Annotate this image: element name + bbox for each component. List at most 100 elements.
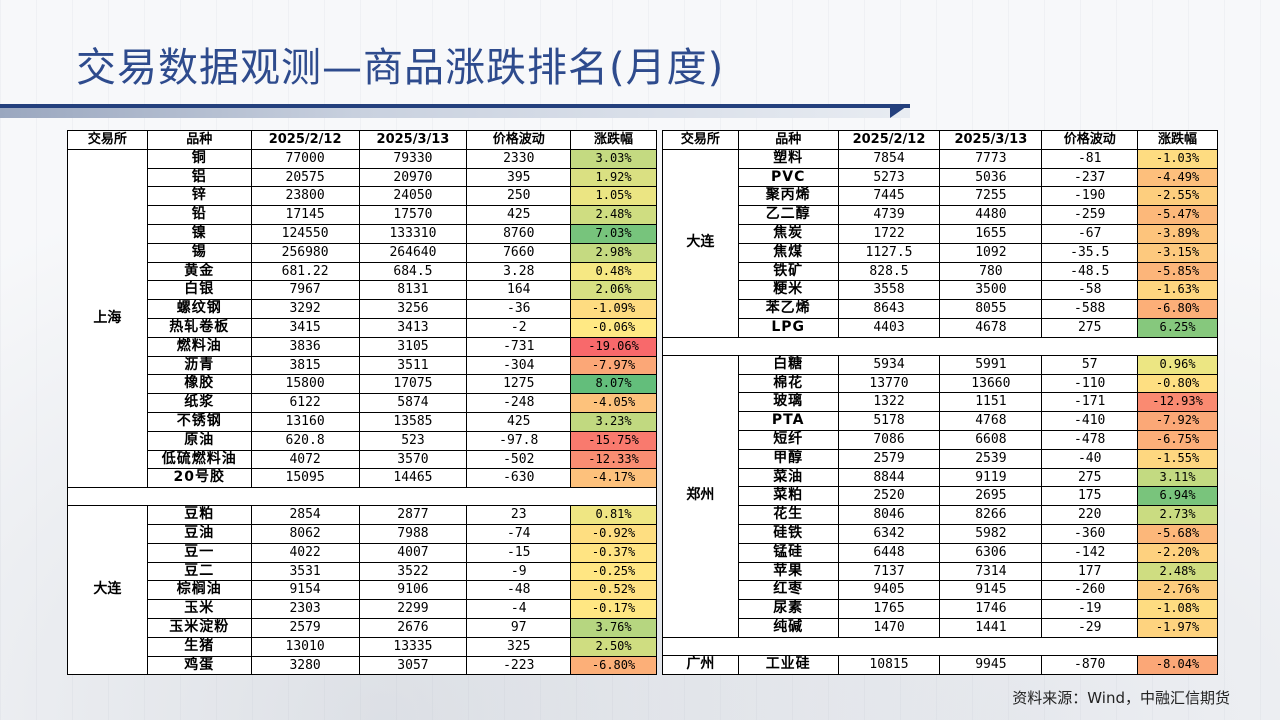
price-date1-cell: 2520 [837,486,941,507]
table-row: LPG 4403 4678 275 6.25% [663,317,1218,338]
header-price-change: 价格波动 [1041,130,1139,150]
pct-change-cell: -1.63% [1137,280,1218,301]
price-date2-cell: 2676 [358,617,468,638]
table-row: 大连 塑料 7854 7773 -81 -1.03% [662,148,1218,338]
commodity-cell: 螺纹钢 [146,299,252,319]
pct-change-cell: -4.17% [570,468,657,489]
commodity-cell: LPG [737,317,839,338]
price-date2-cell: 8266 [939,505,1043,525]
table-row: 菜油 8844 9119 275 3.11% [663,467,1218,488]
price-date2-cell: 3413 [358,317,468,338]
table-row: 豆油 8062 7988 -74 -0.92% [68,523,657,544]
price-change-cell: -110 [1041,373,1139,394]
exchange-cell: 上海 [67,148,148,489]
table-row: 玻璃 1322 1151 -171 -12.93% [663,392,1218,413]
price-date1-cell: 2854 [250,505,360,525]
table-row: PTA 5178 4768 -410 -7.92% [663,411,1218,431]
pct-change-cell: 6.94% [1137,486,1218,507]
commodity-cell: 玉米淀粉 [146,617,252,638]
price-date2-cell: 2299 [358,599,468,619]
pct-change-cell: 2.48% [570,205,657,225]
commodity-cell: 菜油 [737,467,839,488]
commodity-cell: 橡胶 [146,374,252,395]
pct-change-cell: 0.48% [570,261,657,282]
price-date2-cell: 6306 [939,542,1043,563]
commodity-cell: 苹果 [737,561,839,582]
price-date1-cell: 3280 [250,655,360,676]
price-date1-cell: 20575 [250,167,360,188]
table-row: 白银 7967 8131 164 2.06% [68,280,657,301]
price-date2-cell: 5991 [939,354,1043,375]
commodity-cell: 红枣 [737,580,839,601]
price-change-cell: -48 [466,580,572,601]
price-date1-cell: 7086 [837,429,941,450]
header-commodity: 品种 [146,130,252,150]
price-change-cell: -9 [466,561,572,582]
pct-change-cell: 3.76% [570,617,657,638]
table-row: 尿素 1765 1746 -19 -1.08% [663,599,1218,619]
price-date2-cell: 523 [358,430,468,451]
price-date2-cell: 3256 [358,299,468,319]
pct-change-cell: -1.03% [1137,148,1218,169]
pct-change-cell: -7.92% [1137,411,1218,431]
price-date1-cell: 7967 [250,280,360,301]
price-change-cell: -19 [1041,599,1139,619]
commodity-cell: 棉花 [737,373,839,394]
pct-change-cell: 3.23% [570,411,657,432]
price-date2-cell: 1092 [939,242,1043,263]
commodity-cell: 焦炭 [737,223,839,244]
commodity-cell: 锡 [146,242,252,263]
price-date2-cell: 9119 [939,467,1043,488]
table-row: 豆一 4022 4007 -15 -0.37% [68,542,657,563]
separator-cell [67,487,657,507]
table-row: 锰硅 6448 6306 -142 -2.20% [663,542,1218,563]
price-date1-cell: 2579 [250,617,360,638]
table-row: 原油 620.8 523 -97.8 -15.75% [68,430,657,451]
pct-change-cell: -5.47% [1137,205,1218,225]
pct-change-cell: -1.55% [1137,448,1218,469]
pct-change-cell: 0.81% [570,505,657,525]
price-date2-cell: 14465 [358,468,468,489]
exchange-cell: 大连 [662,148,739,338]
commodity-cell: 聚丙烯 [737,186,839,207]
header-date-2: 2025/3/13 [939,130,1043,150]
price-date2-cell: 7773 [939,148,1043,169]
commodity-cell: 20号胶 [146,468,252,489]
price-date2-cell: 3522 [358,561,468,582]
price-date2-cell: 8055 [939,299,1043,319]
price-change-cell: -410 [1041,411,1139,431]
price-date2-cell: 6608 [939,429,1043,450]
table-row: 乙二醇 4739 4480 -259 -5.47% [663,205,1218,225]
price-change-cell: 8760 [466,223,572,244]
commodity-cell: 苯乙烯 [737,299,839,319]
commodity-cell: 纸浆 [146,393,252,413]
commodity-cell: 铜 [146,148,252,169]
table-row: 沥青 3815 3511 -304 -7.97% [68,355,657,376]
price-date2-cell: 9945 [939,654,1043,675]
price-date2-cell: 13335 [358,636,468,657]
price-date1-cell: 7445 [837,186,941,207]
price-date1-cell: 1127.5 [837,242,941,263]
commodity-cell: 不锈钢 [146,411,252,432]
table-row: 花生 8046 8266 220 2.73% [663,505,1218,525]
price-date1-cell: 4072 [250,449,360,470]
commodity-cell: PTA [737,411,839,431]
pct-change-cell: -4.49% [1137,167,1218,188]
pct-change-cell: 2.73% [1137,505,1218,525]
commodity-cell: 白银 [146,280,252,301]
pct-change-cell: 6.25% [1137,317,1218,338]
pct-change-cell: -12.33% [570,449,657,470]
price-date2-cell: 3500 [939,280,1043,301]
price-change-cell: 164 [466,280,572,301]
price-date2-cell: 4480 [939,205,1043,225]
price-date1-cell: 124550 [250,223,360,244]
commodity-cell: 粳米 [737,280,839,301]
commodity-cell: 豆一 [146,542,252,563]
pct-change-cell: 2.06% [570,280,657,301]
price-date2-cell: 17570 [358,205,468,225]
price-change-cell: 250 [466,186,572,207]
commodity-cell: 玻璃 [737,392,839,413]
pct-change-cell: -4.05% [570,393,657,413]
separator-cell [662,336,1218,356]
table-row: 上海铜 77000 79330 2330 3.03% [67,148,657,489]
